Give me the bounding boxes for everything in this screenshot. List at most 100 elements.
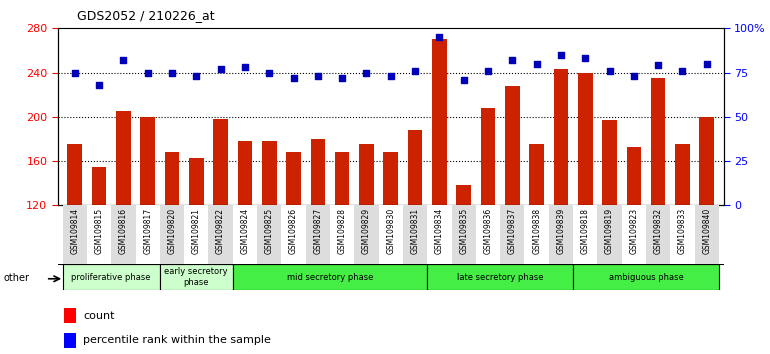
Bar: [140, 117, 155, 205]
Text: GSM109834: GSM109834: [435, 208, 444, 255]
Bar: [699, 117, 714, 205]
Bar: [238, 141, 253, 205]
Text: GSM109822: GSM109822: [216, 208, 225, 254]
Bar: [500, 205, 524, 264]
Bar: [160, 264, 233, 290]
Text: GSM109833: GSM109833: [678, 208, 687, 255]
Text: late secretory phase: late secretory phase: [457, 273, 544, 281]
Bar: [427, 205, 451, 264]
Bar: [233, 205, 257, 264]
Bar: [427, 264, 573, 290]
Bar: [62, 264, 160, 290]
Bar: [209, 205, 233, 264]
Bar: [160, 205, 184, 264]
Text: GSM109838: GSM109838: [532, 208, 541, 255]
Point: [312, 73, 324, 79]
Text: GSM109820: GSM109820: [168, 208, 176, 255]
Bar: [671, 205, 695, 264]
Bar: [233, 264, 427, 290]
Bar: [68, 144, 82, 205]
Bar: [359, 144, 373, 205]
Bar: [65, 308, 76, 323]
Bar: [262, 141, 276, 205]
Bar: [621, 205, 646, 264]
Point: [604, 68, 616, 74]
Point: [409, 68, 421, 74]
Bar: [476, 205, 501, 264]
Bar: [451, 205, 476, 264]
Bar: [480, 108, 495, 205]
Text: GDS2052 / 210226_at: GDS2052 / 210226_at: [77, 9, 215, 22]
Text: GSM109823: GSM109823: [629, 208, 638, 255]
Text: GSM109836: GSM109836: [484, 208, 493, 255]
Point: [239, 64, 251, 70]
Text: GSM109832: GSM109832: [654, 208, 663, 255]
Bar: [383, 152, 398, 205]
Bar: [189, 158, 203, 205]
Bar: [695, 205, 719, 264]
Text: GSM109828: GSM109828: [338, 208, 346, 254]
Bar: [573, 205, 598, 264]
Bar: [281, 205, 306, 264]
Bar: [408, 130, 423, 205]
Bar: [627, 147, 641, 205]
Point: [506, 57, 518, 63]
Point: [701, 61, 713, 67]
Text: early secretory
phase: early secretory phase: [165, 267, 228, 287]
Text: GSM109821: GSM109821: [192, 208, 201, 254]
Point: [482, 68, 494, 74]
Text: mid secretory phase: mid secretory phase: [286, 273, 373, 281]
Bar: [379, 205, 403, 264]
Bar: [184, 205, 209, 264]
Bar: [432, 39, 447, 205]
Point: [434, 34, 446, 40]
Text: GSM109839: GSM109839: [557, 208, 565, 255]
Text: GSM109818: GSM109818: [581, 208, 590, 254]
Bar: [136, 205, 160, 264]
Point: [457, 77, 470, 82]
Bar: [306, 205, 330, 264]
Text: ambiguous phase: ambiguous phase: [608, 273, 684, 281]
Bar: [330, 205, 354, 264]
Bar: [598, 205, 621, 264]
Bar: [602, 120, 617, 205]
Bar: [354, 205, 379, 264]
Bar: [651, 78, 665, 205]
Text: count: count: [83, 311, 115, 321]
Bar: [524, 205, 549, 264]
Bar: [646, 205, 671, 264]
Point: [652, 63, 665, 68]
Text: GSM109830: GSM109830: [387, 208, 395, 255]
Point: [385, 73, 397, 79]
Bar: [403, 205, 427, 264]
Bar: [529, 144, 544, 205]
Point: [69, 70, 81, 75]
Text: proliferative phase: proliferative phase: [72, 273, 151, 281]
Text: percentile rank within the sample: percentile rank within the sample: [83, 335, 271, 345]
Text: GSM109829: GSM109829: [362, 208, 371, 255]
Point: [263, 70, 276, 75]
Bar: [257, 205, 281, 264]
Text: GSM109827: GSM109827: [313, 208, 323, 255]
Bar: [675, 144, 690, 205]
Text: GSM109819: GSM109819: [605, 208, 614, 255]
Text: GSM109814: GSM109814: [70, 208, 79, 255]
Point: [676, 68, 688, 74]
Bar: [573, 264, 719, 290]
Text: other: other: [4, 273, 30, 283]
Text: GSM109825: GSM109825: [265, 208, 273, 255]
Text: GSM109840: GSM109840: [702, 208, 711, 255]
Bar: [505, 86, 520, 205]
Point: [628, 73, 640, 79]
Text: GSM109826: GSM109826: [289, 208, 298, 255]
Point: [336, 75, 348, 81]
Bar: [286, 152, 301, 205]
Text: GSM109831: GSM109831: [410, 208, 420, 255]
Bar: [87, 205, 111, 264]
Point: [142, 70, 154, 75]
Bar: [116, 111, 131, 205]
Text: GSM109817: GSM109817: [143, 208, 152, 255]
Bar: [457, 185, 471, 205]
Point: [93, 82, 105, 88]
Point: [166, 70, 178, 75]
